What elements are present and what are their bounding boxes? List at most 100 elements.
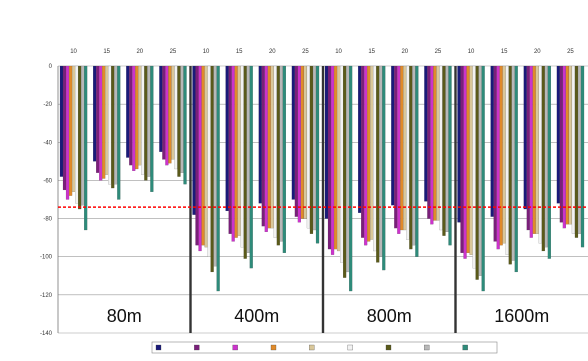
bar bbox=[577, 65, 582, 234]
bar bbox=[370, 65, 374, 240]
bar bbox=[111, 65, 115, 189]
bar bbox=[475, 65, 479, 280]
bar bbox=[309, 65, 314, 234]
bar bbox=[391, 65, 395, 206]
group-label: 800m bbox=[367, 306, 412, 326]
x-subcategory-label: 15 bbox=[236, 49, 243, 55]
bar bbox=[204, 65, 208, 248]
bar bbox=[568, 65, 573, 225]
bar bbox=[65, 65, 70, 200]
bar bbox=[415, 65, 419, 257]
bar bbox=[580, 65, 585, 248]
bars bbox=[59, 65, 585, 292]
bar bbox=[68, 65, 73, 196]
group-label: 1600m bbox=[494, 306, 549, 326]
x-subcategory-label: 10 bbox=[203, 49, 210, 55]
legend-swatch bbox=[194, 344, 200, 351]
bar bbox=[279, 65, 283, 242]
bar bbox=[469, 65, 473, 255]
bar bbox=[84, 65, 88, 231]
legend-swatch bbox=[462, 344, 468, 351]
bar bbox=[547, 65, 551, 259]
bar bbox=[412, 65, 416, 246]
group-label: 80m bbox=[107, 306, 142, 326]
bar bbox=[508, 65, 512, 265]
bar bbox=[376, 65, 380, 263]
x-subcategory-label: 15 bbox=[103, 49, 110, 55]
y-tick-label: -120 bbox=[40, 293, 53, 299]
bar bbox=[442, 65, 446, 236]
bar bbox=[336, 65, 341, 252]
bar bbox=[403, 65, 407, 231]
bar bbox=[327, 65, 332, 250]
bar bbox=[457, 65, 461, 223]
bar bbox=[562, 65, 566, 229]
bar bbox=[394, 65, 398, 229]
bar bbox=[159, 65, 163, 152]
bar bbox=[243, 65, 247, 259]
bar bbox=[514, 65, 518, 273]
group-label: 400m bbox=[234, 306, 279, 326]
x-subcategory-label: 25 bbox=[567, 49, 574, 55]
bar bbox=[249, 65, 253, 269]
bar bbox=[147, 65, 151, 177]
bar bbox=[406, 65, 410, 240]
bar bbox=[315, 65, 320, 244]
bar bbox=[448, 65, 452, 246]
x-subcategory-label: 10 bbox=[468, 49, 475, 55]
legend-swatch bbox=[347, 344, 353, 351]
bar bbox=[105, 65, 109, 175]
bar bbox=[529, 65, 533, 238]
legend-swatch bbox=[155, 344, 162, 351]
bar bbox=[102, 65, 106, 179]
x-subcategory-label: 15 bbox=[501, 49, 508, 55]
bar bbox=[228, 65, 232, 234]
legend bbox=[151, 341, 498, 354]
bar bbox=[333, 65, 338, 250]
bar bbox=[312, 65, 317, 231]
bar bbox=[267, 65, 271, 229]
bar bbox=[258, 65, 262, 204]
bar bbox=[198, 65, 202, 252]
bar bbox=[282, 65, 286, 253]
bar bbox=[544, 65, 548, 248]
x-subcategory-label: 10 bbox=[70, 49, 77, 55]
bar bbox=[81, 65, 85, 206]
bar bbox=[141, 65, 145, 175]
bar bbox=[367, 65, 371, 242]
bar bbox=[234, 65, 238, 238]
bar bbox=[532, 65, 536, 234]
bar bbox=[129, 65, 133, 166]
bar bbox=[62, 65, 67, 191]
bar bbox=[132, 65, 136, 171]
bar bbox=[430, 65, 434, 225]
bar bbox=[565, 65, 570, 225]
bar bbox=[273, 65, 277, 238]
x-subcategory-label: 25 bbox=[302, 49, 309, 55]
bar bbox=[165, 65, 169, 166]
bar bbox=[538, 65, 542, 244]
bar bbox=[436, 65, 440, 221]
bar bbox=[216, 65, 220, 292]
bar bbox=[499, 65, 503, 246]
bar bbox=[526, 65, 530, 231]
x-subcategory-label: 25 bbox=[435, 49, 442, 55]
legend-swatch bbox=[270, 344, 277, 351]
bar bbox=[400, 65, 404, 231]
bar bbox=[71, 65, 76, 192]
bar bbox=[300, 65, 305, 219]
y-tick-label: -20 bbox=[43, 102, 52, 108]
bar bbox=[427, 65, 431, 219]
bar bbox=[463, 65, 467, 259]
y-tick-label: -140 bbox=[40, 331, 53, 337]
bar bbox=[297, 65, 301, 223]
bar bbox=[460, 65, 464, 253]
bar bbox=[493, 65, 497, 242]
bar bbox=[114, 65, 118, 185]
bar bbox=[270, 65, 274, 229]
legend-swatch bbox=[232, 344, 238, 351]
bar bbox=[75, 65, 79, 204]
bar bbox=[439, 65, 443, 231]
bar bbox=[466, 65, 470, 253]
